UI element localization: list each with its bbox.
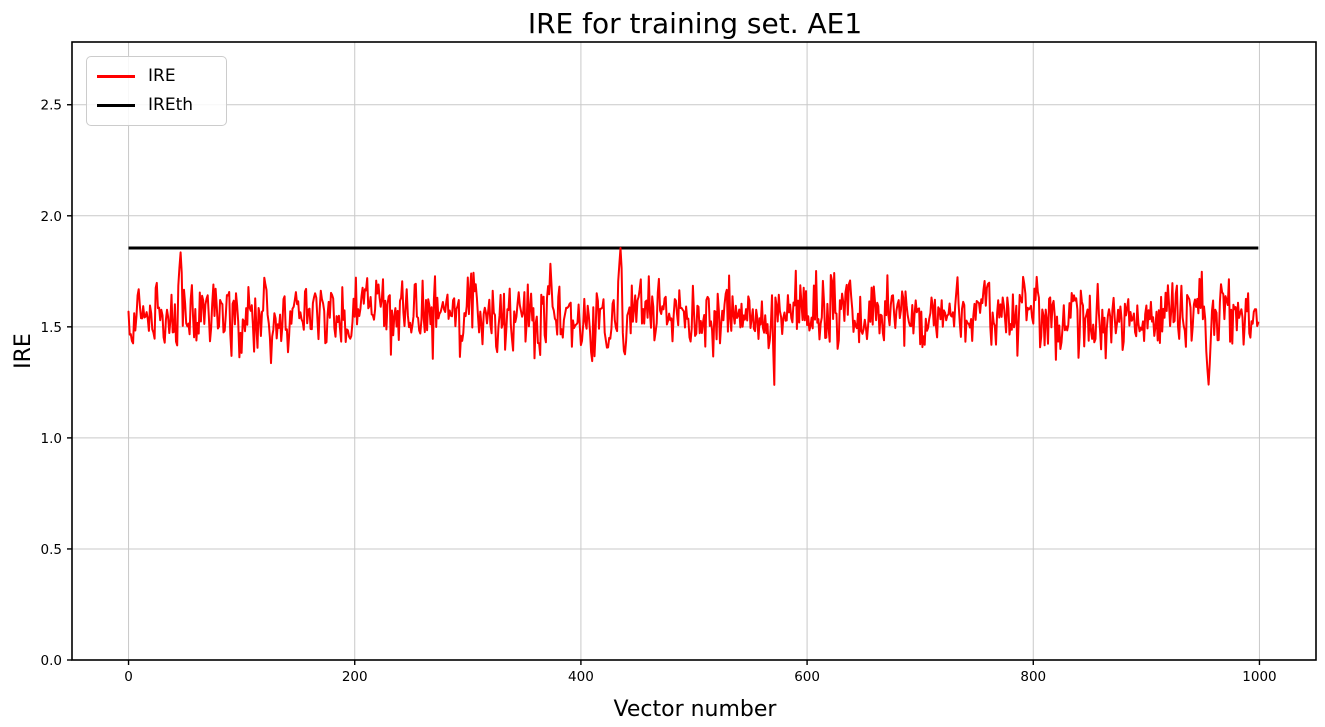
legend-label-ireth: IREth [148,95,194,115]
grid-layer [72,42,1316,661]
x-tick-label: 800 [1020,669,1046,685]
x-tick-label: 200 [342,669,368,685]
y-tick-label: 2.5 [41,98,62,114]
ticks-layer: 0 200 400 600 800 1000 0.0 0.5 1.0 1.5 2.0 2.5 [41,98,1277,685]
x-tick-label: 400 [568,669,594,685]
ireth-line-swatch [97,104,135,107]
y-axis-label: IRE [11,333,36,369]
y-tick-label: 2.0 [41,209,62,225]
y-tick-label: 1.5 [41,320,62,336]
ire-line-series [127,247,1260,386]
legend-item-ireth: IREth [97,91,216,120]
legend-label-ire: IRE [148,66,176,86]
legend-item-ire: IRE [97,62,216,91]
x-tick-label: 0 [124,669,133,685]
y-tick-label: 0.5 [41,542,62,558]
y-tick-label: 0.0 [41,653,62,669]
x-axis-label: Vector number [614,697,778,722]
plot-border [71,41,1317,661]
x-tick-label: 1000 [1242,669,1276,685]
chart-title: IRE for training set. AE1 [528,7,862,40]
x-tick-label: 600 [794,669,820,685]
legend: IRE IREth [86,56,227,126]
y-tick-label: 1.0 [41,431,62,447]
ire-line-swatch [97,75,135,78]
